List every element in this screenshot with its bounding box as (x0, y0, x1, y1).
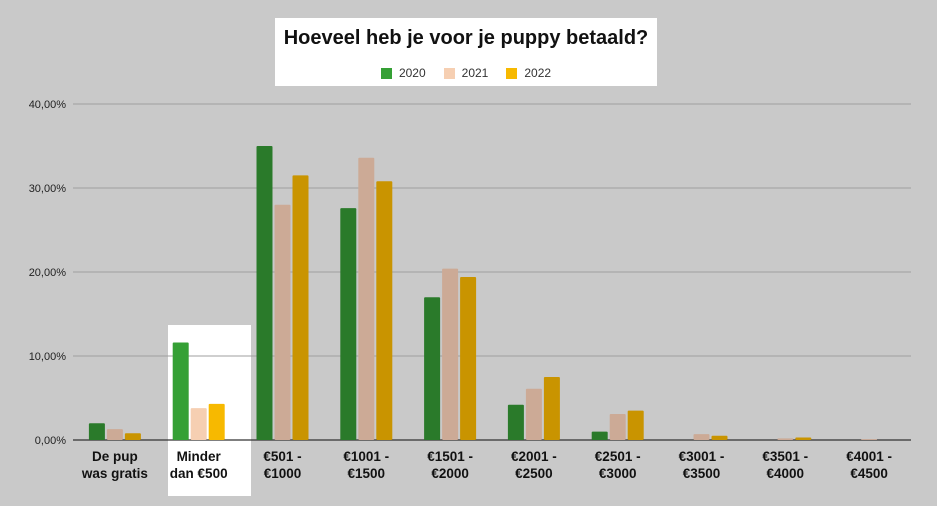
bar-2020 (340, 208, 357, 440)
bar-2021 (274, 204, 291, 440)
x-tick-label: dan €500 (170, 466, 228, 481)
x-tick-label: €2500 (515, 466, 553, 481)
legend-label: 2021 (461, 66, 489, 80)
y-tick-label: 0,00% (35, 435, 66, 447)
legend-swatch (380, 67, 392, 79)
x-tick-label: €4000 (767, 466, 805, 481)
legend: 2020 2021 2022 (275, 66, 657, 80)
legend-item-2022: 2022 (506, 66, 551, 80)
bar-2022 (795, 437, 812, 440)
x-tick-label: €4001 - (846, 449, 892, 464)
bar-2022 (124, 433, 141, 440)
bar-2022 (543, 377, 560, 440)
bar-2022 (292, 175, 309, 440)
y-axis-ticks: 0,00% 10,00% 20,00% 30,00% 40,00% (29, 99, 67, 447)
y-tick-label: 10,00% (29, 351, 67, 363)
chart-title: Hoeveel heb je voor je puppy betaald? (283, 27, 649, 49)
bar-2022 (376, 181, 393, 440)
x-tick-label: €2501 - (595, 449, 641, 464)
x-tick-label: €1001 - (343, 449, 389, 464)
y-tick-label: 40,00% (29, 99, 67, 111)
y-tick-label: 30,00% (29, 183, 67, 195)
bar-2022 (208, 403, 225, 440)
legend-item-2021: 2021 (443, 66, 489, 80)
legend-swatch (506, 67, 518, 79)
legend-label: 2022 (524, 66, 552, 80)
bar-2020 (172, 342, 189, 440)
bar-2021 (190, 408, 207, 440)
bar-2021 (442, 268, 459, 440)
bar-2021 (358, 157, 375, 440)
legend-item-2020: 2020 (380, 66, 426, 80)
bar-2020 (424, 297, 441, 440)
x-tick-label: €2000 (431, 466, 469, 481)
bar-2021 (693, 434, 710, 440)
bar-2021 (861, 439, 878, 440)
y-tick-label: 20,00% (29, 267, 67, 279)
x-tick-label: €2001 - (511, 449, 557, 464)
x-tick-label: €3000 (599, 466, 637, 481)
bar-2020 (256, 146, 273, 440)
x-tick-label: €4500 (850, 466, 888, 481)
x-axis-ticks: De pup was gratis Minder dan €500 €501 - €100… (81, 449, 892, 481)
x-tick-label: €1500 (348, 466, 386, 481)
bar-2022 (711, 435, 728, 440)
legend-swatch (443, 67, 455, 79)
x-tick-label: Minder (177, 449, 222, 464)
x-tick-label: €1501 - (427, 449, 473, 464)
bar-2022 (627, 410, 644, 440)
x-tick-label: €3001 - (679, 449, 725, 464)
x-tick-label: De pup (92, 449, 138, 464)
bar-2021 (609, 413, 626, 440)
title-box: Hoeveel heb je voor je puppy betaald? 20… (275, 18, 657, 86)
bar-2021 (777, 438, 794, 440)
bar-2020 (591, 431, 608, 440)
bar-2020 (88, 423, 105, 440)
x-tick-label: €501 - (263, 449, 301, 464)
bar-2020 (507, 404, 524, 440)
x-tick-label: was gratis (81, 466, 148, 481)
bars (88, 146, 878, 440)
bar-2021 (525, 388, 542, 440)
x-tick-label: €1000 (264, 466, 302, 481)
x-tick-label: €3500 (683, 466, 721, 481)
bar-2021 (106, 429, 123, 440)
bar-2022 (460, 277, 477, 440)
x-tick-label: €3501 - (762, 449, 808, 464)
legend-label: 2020 (398, 66, 426, 80)
